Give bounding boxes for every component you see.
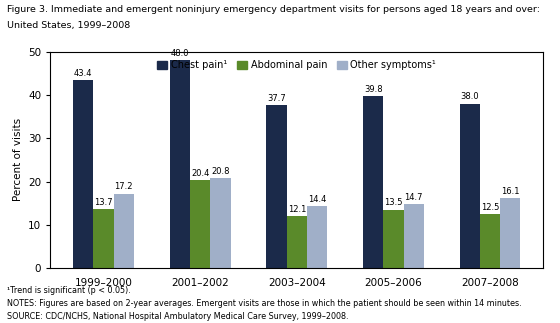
- Bar: [190, 180, 211, 268]
- Bar: [94, 209, 114, 268]
- Text: SOURCE: CDC/NCHS, National Hospital Ambulatory Medical Care Survey, 1999–2008.: SOURCE: CDC/NCHS, National Hospital Ambu…: [7, 312, 348, 321]
- Bar: [73, 80, 94, 268]
- Text: 43.4: 43.4: [74, 69, 92, 78]
- Bar: [267, 105, 287, 268]
- Bar: [460, 104, 480, 268]
- Bar: [287, 216, 307, 268]
- Text: United States, 1999–2008: United States, 1999–2008: [7, 21, 130, 30]
- Bar: [404, 204, 424, 268]
- Bar: [363, 96, 383, 268]
- Text: 20.8: 20.8: [211, 167, 230, 176]
- Text: 13.5: 13.5: [384, 199, 403, 207]
- Text: 20.4: 20.4: [191, 169, 209, 178]
- Bar: [211, 178, 231, 268]
- Text: ¹Trend is significant (p < 0.05).: ¹Trend is significant (p < 0.05).: [7, 286, 130, 295]
- Bar: [500, 198, 520, 268]
- Legend: Chest pain¹, Abdominal pain, Other symptoms¹: Chest pain¹, Abdominal pain, Other sympt…: [153, 57, 440, 74]
- Bar: [114, 194, 134, 268]
- Text: 48.0: 48.0: [171, 49, 189, 58]
- Text: 14.4: 14.4: [308, 194, 326, 203]
- Text: 13.7: 13.7: [94, 198, 113, 207]
- Text: NOTES: Figures are based on 2-year averages. Emergent visits are those in which : NOTES: Figures are based on 2-year avera…: [7, 299, 521, 308]
- Bar: [307, 206, 327, 268]
- Text: 17.2: 17.2: [115, 182, 133, 192]
- Text: 39.8: 39.8: [364, 85, 382, 94]
- Text: 38.0: 38.0: [460, 92, 479, 101]
- Text: 12.5: 12.5: [481, 203, 500, 212]
- Bar: [170, 60, 190, 268]
- Text: 37.7: 37.7: [267, 94, 286, 103]
- Text: Figure 3. Immediate and emergent noninjury emergency department visits for perso: Figure 3. Immediate and emergent noninju…: [7, 5, 540, 14]
- Text: 12.1: 12.1: [288, 204, 306, 214]
- Bar: [383, 210, 404, 268]
- Y-axis label: Percent of visits: Percent of visits: [13, 118, 23, 202]
- Text: 14.7: 14.7: [404, 193, 423, 202]
- Bar: [480, 214, 500, 268]
- Text: 16.1: 16.1: [501, 187, 520, 196]
